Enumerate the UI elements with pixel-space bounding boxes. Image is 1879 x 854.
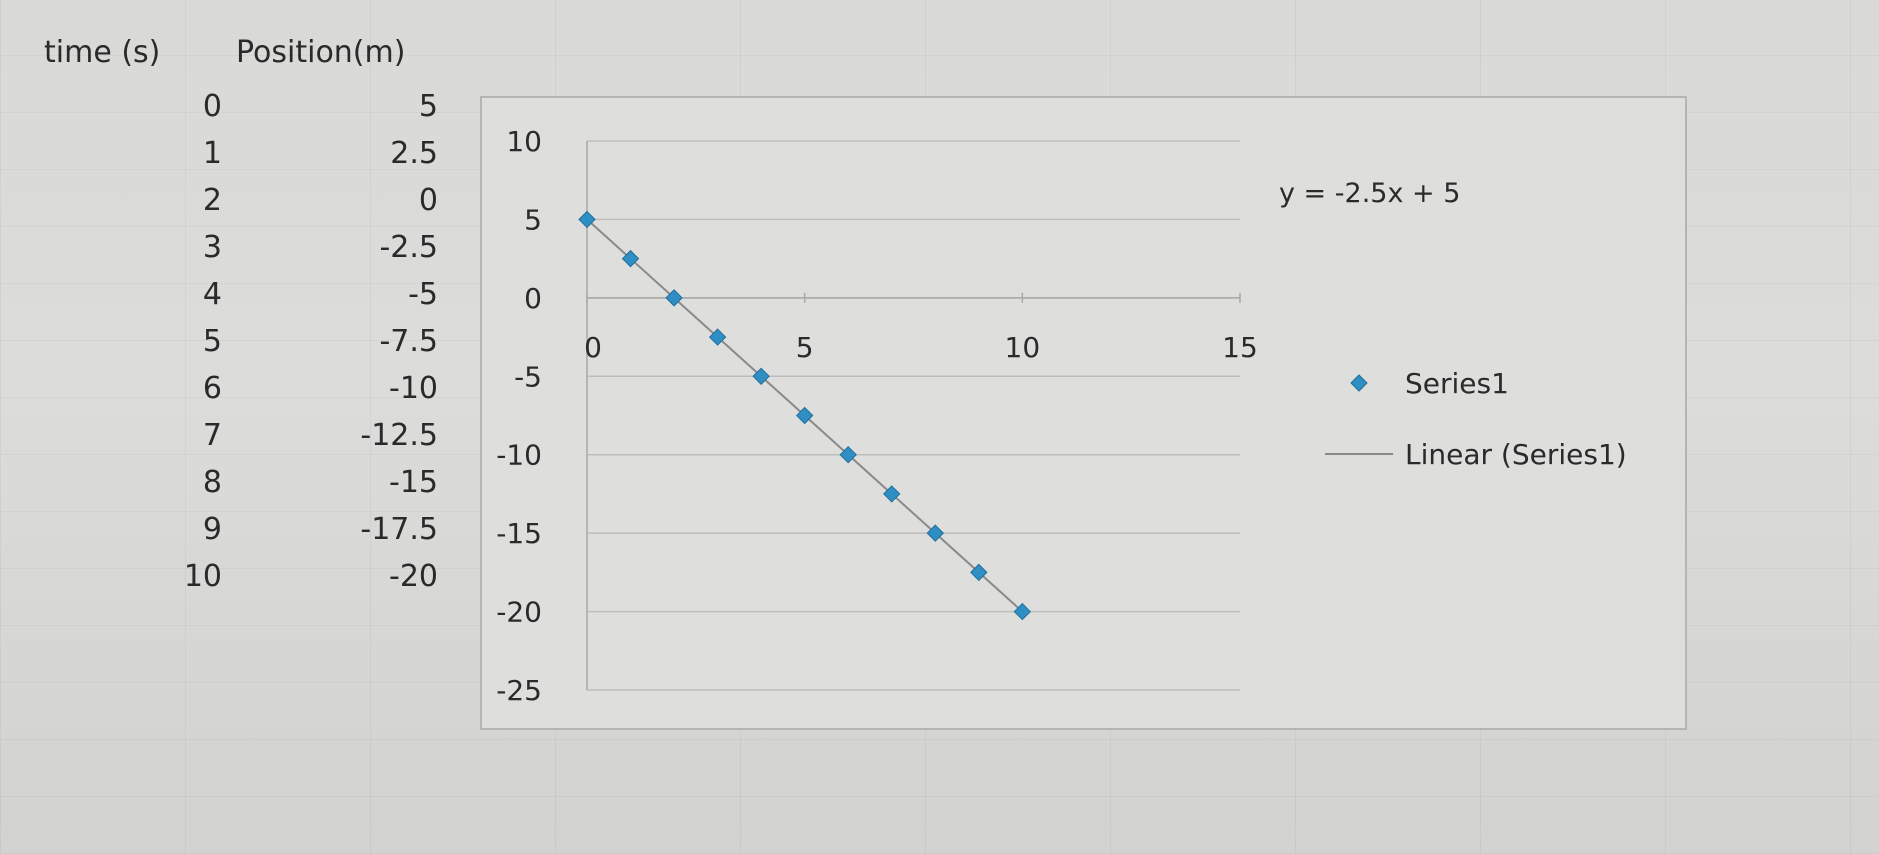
table-cell-time[interactable]: 1 [202, 136, 222, 171]
legend-marker-series1 [1350, 374, 1368, 392]
data-point [665, 289, 683, 307]
data-point [970, 563, 988, 582]
table-cell-position[interactable]: -17.5 [360, 512, 438, 547]
table-cell-time[interactable]: 5 [202, 324, 222, 359]
y-tick-label: 10 [506, 125, 542, 158]
data-point [1013, 602, 1032, 621]
trendline-equation: y = -2.5x + 5 [1279, 178, 1460, 209]
x-tick-label: 0 [584, 331, 602, 364]
header-time[interactable]: time (s) [44, 35, 161, 70]
data-point [926, 524, 944, 542]
table-cell-position[interactable]: -10 [389, 371, 438, 406]
data-point [752, 367, 770, 385]
scatter-chart: 10 5 0 -5 -10 -15 -20 -25 0 5 10 15 y = -2.5x + 5 Ser… [496, 125, 1627, 707]
table-cell-position[interactable]: 0 [418, 183, 438, 218]
table-cell-time[interactable]: 9 [202, 512, 222, 547]
data-point [621, 249, 640, 268]
x-tick-label: 15 [1222, 331, 1258, 364]
data-point [839, 446, 857, 464]
x-tick-label: 5 [796, 331, 814, 364]
table-cell-time[interactable]: 10 [183, 559, 222, 594]
table-cell-position[interactable]: 2.5 [390, 136, 438, 171]
table-cell-time[interactable]: 0 [202, 89, 222, 124]
y-tick-label: -5 [514, 360, 542, 393]
legend-label-series1: Series1 [1405, 367, 1509, 400]
table-cell-time[interactable]: 3 [202, 230, 222, 265]
table-cell-position[interactable]: -7.5 [379, 324, 438, 359]
table-cell-time[interactable]: 2 [202, 183, 222, 218]
header-position[interactable]: Position(m) [236, 35, 406, 70]
x-tick-label: 10 [1005, 331, 1041, 364]
table-cell-time[interactable]: 6 [202, 371, 222, 406]
table-cell-time[interactable]: 4 [202, 277, 222, 312]
table-cell-position[interactable]: -2.5 [379, 230, 438, 265]
y-tick-label: -25 [496, 674, 542, 707]
table-cell-position[interactable]: -12.5 [360, 418, 438, 453]
data-point [708, 328, 727, 346]
table-cell-position[interactable]: -20 [389, 559, 438, 594]
y-tick-label: 0 [524, 282, 542, 315]
table-cell-time[interactable]: 8 [202, 465, 222, 500]
table-cell-position[interactable]: -15 [389, 465, 438, 500]
data-point [578, 210, 596, 229]
y-tick-label: -15 [496, 517, 542, 550]
data-point [883, 485, 901, 503]
table-cell-position[interactable]: -5 [408, 277, 438, 312]
chart-area[interactable]: 10 5 0 -5 -10 -15 -20 -25 0 5 10 15 y = -2.5x + 5 Ser… [480, 96, 1687, 730]
y-tick-label: 5 [524, 203, 542, 236]
data-point [795, 406, 814, 425]
y-tick-label: -20 [496, 596, 542, 629]
y-tick-label: -10 [496, 439, 542, 472]
table-cell-time[interactable]: 7 [202, 418, 222, 453]
legend-label-trendline: Linear (Series1) [1405, 438, 1627, 471]
table-cell-position[interactable]: 5 [418, 89, 438, 124]
